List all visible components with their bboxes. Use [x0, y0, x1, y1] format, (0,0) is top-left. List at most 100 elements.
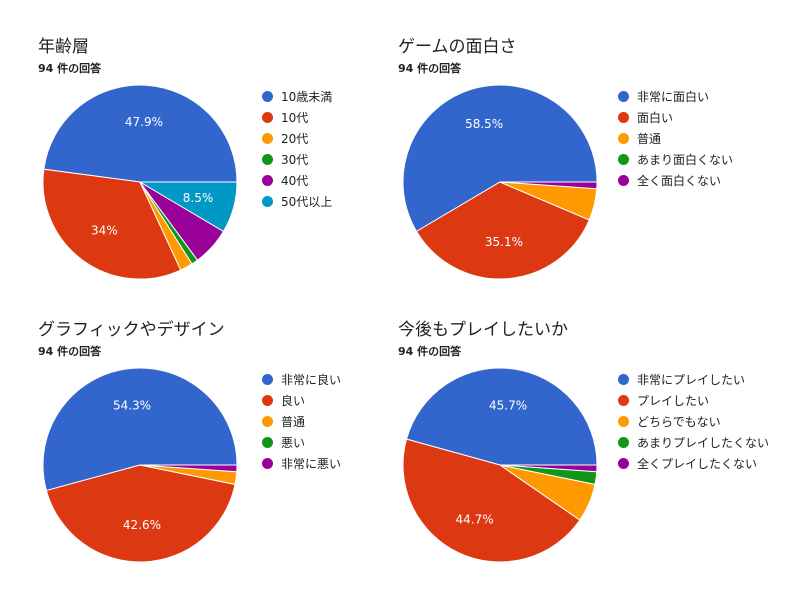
slice-data-label: 42.6% — [123, 518, 161, 532]
legend-item[interactable]: あまり面白くない — [618, 149, 733, 170]
legend-label: あまりプレイしたくない — [637, 436, 770, 450]
legend-label: 悪い — [281, 436, 306, 450]
legend-item[interactable]: 全く面白くない — [618, 170, 733, 191]
legend-item[interactable]: 非常に悪い — [262, 453, 341, 474]
pie-slice[interactable] — [415, 181, 590, 280]
chart-subtitle: 94 件の回答 — [38, 345, 102, 358]
legend-label: プレイしたい — [637, 394, 710, 408]
legend-label: 面白い — [637, 111, 674, 125]
legend-label: 20代 — [281, 132, 309, 146]
slice-data-label: 47.9% — [125, 115, 163, 129]
legend-label: 非常に良い — [281, 373, 342, 387]
pie-slice[interactable] — [499, 181, 598, 190]
legend-swatch — [262, 416, 273, 427]
legend-item[interactable]: 普通 — [262, 411, 341, 432]
legend-swatch — [262, 154, 273, 165]
chart-panel-graphics: グラフィックやデザイン 94 件の回答 54.3% 42.6% 非常に良い良い普通… — [30, 313, 420, 600]
legend-label: 50代以上 — [281, 195, 333, 209]
chart-legend: 非常にプレイしたい プレイしたい どちらでもないあまりプレイしたくない 全くプレイした… — [618, 369, 769, 474]
legend-swatch — [618, 458, 629, 469]
legend-swatch — [618, 175, 629, 186]
pie-chart: 58.5% 35.1% — [402, 84, 598, 280]
legend-swatch — [618, 112, 629, 123]
pie-slice[interactable] — [405, 367, 598, 466]
pie-slice[interactable] — [138, 181, 238, 233]
legend-swatch — [262, 374, 273, 385]
pie-slice[interactable] — [45, 464, 236, 563]
legend-swatch — [262, 395, 273, 406]
legend-label: 非常にプレイしたい — [637, 373, 746, 387]
legend-item[interactable]: 10歳未満 — [262, 86, 332, 107]
legend-swatch — [262, 437, 273, 448]
legend-swatch — [618, 133, 629, 144]
pie-slice[interactable] — [402, 438, 581, 563]
legend-swatch — [262, 91, 273, 102]
legend-item[interactable]: 良い — [262, 390, 341, 411]
legend-item[interactable]: 10代 — [262, 107, 332, 128]
legend-item[interactable]: プレイしたい — [618, 390, 769, 411]
legend-swatch — [618, 437, 629, 448]
legend-swatch — [262, 458, 273, 469]
slice-data-label: 35.1% — [485, 235, 523, 249]
legend-item[interactable]: 普通 — [618, 128, 733, 149]
chart-panel-age: 年齢層 94 件の回答 47.9% 34% 8.5% 10歳未満 10代 20代 30代 4… — [30, 30, 420, 325]
pie-slice[interactable] — [42, 367, 238, 492]
pie-chart: 47.9% 34% 8.5% — [42, 84, 238, 280]
chart-title: グラフィックやデザイン — [38, 320, 225, 340]
legend-swatch — [262, 133, 273, 144]
chart-subtitle: 94 件の回答 — [398, 62, 462, 75]
chart-legend: 非常に良い良い普通悪い非常に悪い — [262, 369, 341, 474]
legend-label: 良い — [281, 394, 306, 408]
legend-label: 30代 — [281, 153, 309, 167]
legend-label: あまり面白くない — [637, 153, 734, 167]
chart-subtitle: 94 件の回答 — [398, 345, 462, 358]
legend-swatch — [262, 112, 273, 123]
legend-label: 普通 — [637, 132, 662, 146]
legend-item[interactable]: 20代 — [262, 128, 332, 149]
legend-label: 10歳未満 — [281, 90, 333, 104]
chart-title: 年齢層 — [38, 37, 89, 57]
pie-chart: 54.3% 42.6% — [42, 367, 238, 563]
legend-swatch — [618, 154, 629, 165]
legend-item[interactable]: どちらでもない — [618, 411, 769, 432]
legend-item[interactable]: 30代 — [262, 149, 332, 170]
slice-data-label: 44.7% — [455, 513, 493, 527]
legend-item[interactable]: 非常に面白い — [618, 86, 733, 107]
legend-item[interactable]: 非常に良い — [262, 369, 341, 390]
legend-swatch — [618, 416, 629, 427]
legend-swatch — [618, 374, 629, 385]
legend-label: 非常に悪い — [281, 457, 342, 471]
legend-label: 普通 — [281, 415, 306, 429]
legend-label: どちらでもない — [637, 415, 721, 429]
legend-label: 10代 — [281, 111, 309, 125]
pie-slice[interactable] — [139, 464, 238, 473]
chart-title: 今後もプレイしたいか — [398, 320, 568, 340]
legend-item[interactable]: 非常にプレイしたい — [618, 369, 769, 390]
legend-item[interactable]: 全くプレイしたくない — [618, 453, 769, 474]
legend-swatch — [262, 175, 273, 186]
pie-slice[interactable] — [43, 84, 238, 183]
legend-item[interactable]: 40代 — [262, 170, 332, 191]
slice-data-label: 58.5% — [465, 117, 503, 131]
slice-data-label: 54.3% — [113, 398, 151, 412]
chart-legend: 非常に面白い面白い普通あまり面白くない 全く面白くない — [618, 86, 733, 191]
slice-data-label: 34% — [91, 223, 118, 237]
legend-item[interactable]: 悪い — [262, 432, 341, 453]
slice-data-label: 45.7% — [489, 398, 527, 412]
legend-item[interactable]: 50代以上 — [262, 191, 332, 212]
pie-slice[interactable] — [402, 84, 598, 233]
legend-label: 全く面白くない — [637, 174, 722, 188]
chart-legend: 10歳未満 10代 20代 30代 40代 50代以上 — [262, 86, 332, 212]
legend-swatch — [262, 196, 273, 207]
legend-swatch — [618, 91, 629, 102]
chart-panel-replay: 今後もプレイしたいか 94 件の回答 45.7% 44.7% 非常にプレイしたいプ… — [390, 313, 780, 600]
pie-chart: 45.7% 44.7% — [402, 367, 598, 563]
legend-swatch — [618, 395, 629, 406]
slice-data-label: 8.5% — [183, 191, 214, 205]
legend-label: 全くプレイしたくない — [637, 457, 758, 471]
chart-subtitle: 94 件の回答 — [38, 62, 102, 75]
pie-slice[interactable] — [499, 464, 598, 473]
legend-item[interactable]: あまりプレイしたくない — [618, 432, 769, 453]
legend-item[interactable]: 面白い — [618, 107, 733, 128]
